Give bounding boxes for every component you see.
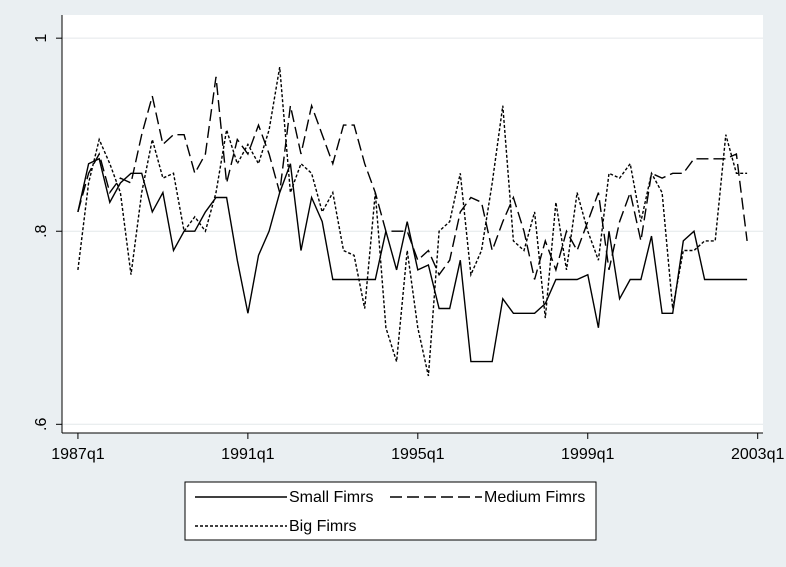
series-line xyxy=(77,76,748,280)
plot-area xyxy=(62,15,763,433)
x-tick-label: 1995q1 xyxy=(391,446,444,463)
legend-box xyxy=(184,481,597,541)
x-tick-label: 1999q1 xyxy=(561,446,614,463)
y-tick-label: .6 xyxy=(33,418,50,431)
legend-label: Small Fimrs xyxy=(289,489,373,506)
x-tick-label: 1991q1 xyxy=(221,446,274,463)
x-tick-label: 1987q1 xyxy=(51,446,104,463)
series-line xyxy=(77,157,748,363)
y-tick-label: .8 xyxy=(33,224,50,237)
legend-label: Medium Fimrs xyxy=(484,489,585,506)
y-tick-label: 1 xyxy=(33,34,50,43)
x-tick-label: 2003q1 xyxy=(731,446,784,463)
series-line xyxy=(77,66,748,377)
legend-label: Big Fimrs xyxy=(289,518,357,535)
